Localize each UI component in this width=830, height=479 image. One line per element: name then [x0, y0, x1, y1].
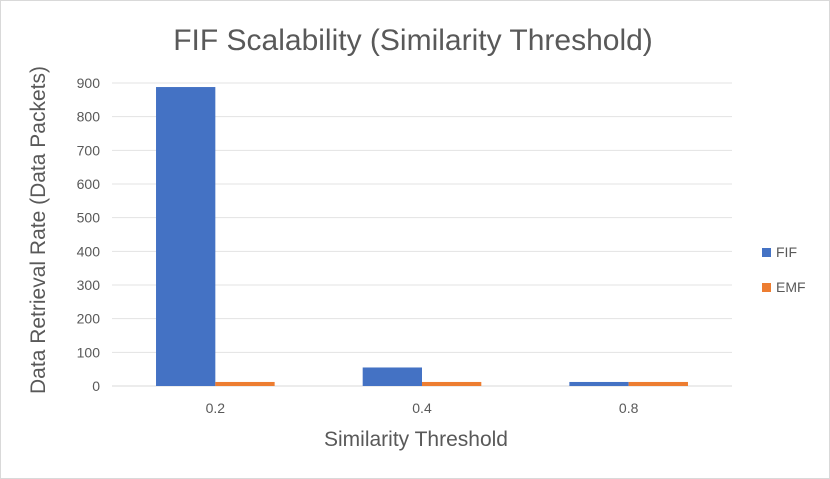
bar-fif-0.2: [156, 87, 216, 386]
y-tick-label: 700: [77, 142, 101, 158]
bars: [156, 87, 688, 386]
x-axis-title: Similarity Threshold: [324, 428, 508, 451]
y-axis-title: Data Retrieval Rate (Data Packets): [27, 66, 50, 394]
x-tick-label: 0.2: [206, 400, 226, 416]
legend-label-emf: EMF: [776, 279, 806, 295]
y-tick-label: 300: [77, 277, 101, 293]
y-tick-label: 0: [92, 378, 100, 394]
chart-title: FIF Scalability (Similarity Threshold): [173, 24, 653, 57]
bar-emf-0.4: [422, 381, 482, 386]
y-tick-label: 200: [77, 311, 101, 327]
x-tick-label: 0.4: [412, 400, 432, 416]
x-tick-label: 0.8: [619, 400, 639, 416]
bar-fif-0.4: [362, 367, 422, 386]
y-tick-label: 500: [77, 210, 101, 226]
legend: FIF EMF: [762, 244, 806, 295]
x-tick-labels: 0.2 0.4 0.8: [206, 400, 639, 416]
legend-label-fif: FIF: [776, 244, 797, 260]
bar-emf-0.8: [628, 381, 688, 386]
y-tick-label: 100: [77, 344, 101, 360]
bar-fif-0.8: [569, 381, 629, 386]
y-tick-label: 800: [77, 109, 101, 125]
legend-swatch-emf: [762, 283, 771, 292]
y-tick-labels: 0 100 200 300 400 500 600 700 800 900: [77, 75, 101, 394]
y-tick-label: 600: [77, 176, 101, 192]
y-tick-label: 900: [77, 75, 101, 91]
bar-emf-0.2: [215, 381, 275, 386]
legend-swatch-fif: [762, 248, 771, 257]
y-tick-label: 400: [77, 243, 101, 259]
